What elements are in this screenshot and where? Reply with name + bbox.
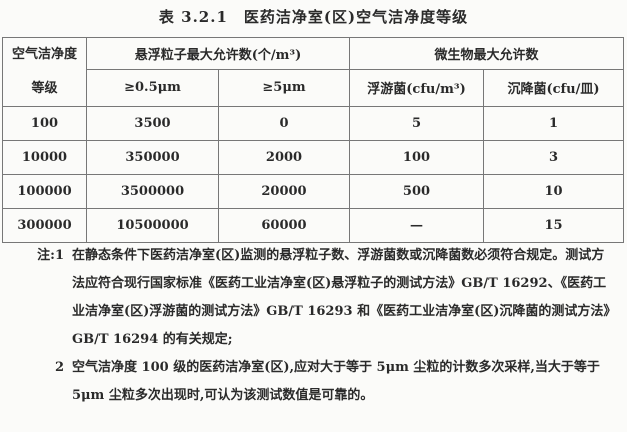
header-microbes: 微生物最大允许数 bbox=[349, 37, 624, 70]
cell-p5: 0 bbox=[218, 106, 350, 141]
cell-settling: 1 bbox=[483, 106, 624, 141]
note-number: 2 bbox=[54, 360, 64, 375]
table-row: 100 3500 0 5 1 bbox=[2, 106, 624, 141]
note-number: 注:1 bbox=[37, 248, 64, 263]
cell-settling: 3 bbox=[483, 140, 624, 175]
note-text: 空气洁净度 100 级的医药洁净室(区),应对大于等于 5μm 尘粒的计数多次采… bbox=[72, 360, 600, 403]
cell-floating: 100 bbox=[349, 140, 484, 175]
cell-settling: 15 bbox=[483, 208, 624, 243]
cell-grade: 10000 bbox=[2, 140, 87, 175]
table-row: 300000 10500000 60000 — 15 bbox=[2, 208, 624, 243]
cell-p05: 3500000 bbox=[86, 174, 219, 209]
cell-p05: 3500 bbox=[86, 106, 219, 141]
header-settling: 沉降菌(cfu/皿) bbox=[483, 68, 624, 108]
notes: 注:1 在静态条件下医药洁净室(区)监测的悬浮粒子数、浮游菌数或沉降菌数必须符合… bbox=[0, 242, 627, 410]
cell-floating: 500 bbox=[349, 174, 484, 209]
note-text: 在静态条件下医药洁净室(区)监测的悬浮粒子数、浮游菌数或沉降菌数必须符合规定。测… bbox=[72, 248, 610, 347]
header-floating: 浮游菌(cfu/m³) bbox=[349, 68, 484, 108]
cell-grade: 100000 bbox=[2, 174, 87, 209]
cell-floating: 5 bbox=[349, 106, 484, 141]
cell-settling: 10 bbox=[483, 174, 624, 209]
cell-p5: 2000 bbox=[218, 140, 350, 175]
cell-p05: 10500000 bbox=[86, 208, 219, 243]
header-p05: ≥0.5μm bbox=[86, 68, 219, 108]
header-grade-line1: 空气洁净度 bbox=[11, 47, 77, 62]
cleanliness-table: 空气洁净度 等级 悬浮粒子最大允许数(个/m³) 微生物最大允许数 ≥0.5μm… bbox=[2, 37, 624, 243]
header-p5: ≥5μm bbox=[218, 68, 350, 108]
note-2: 2 空气洁净度 100 级的医药洁净室(区),应对大于等于 5μm 尘粒的计数多… bbox=[0, 354, 612, 410]
cell-floating: — bbox=[349, 208, 484, 243]
cell-grade: 100 bbox=[2, 106, 87, 141]
cell-p05: 350000 bbox=[86, 140, 219, 175]
table-title: 表 3.2.1 医药洁净室(区)空气洁净度等级 bbox=[158, 8, 469, 26]
header-particles: 悬浮粒子最大允许数(个/m³) bbox=[86, 37, 350, 70]
cell-grade: 300000 bbox=[2, 208, 87, 243]
table-row: 100000 3500000 20000 500 10 bbox=[2, 174, 624, 209]
note-1: 注:1 在静态条件下医药洁净室(区)监测的悬浮粒子数、浮游菌数或沉降菌数必须符合… bbox=[0, 242, 612, 354]
header-grade-line2: 等级 bbox=[31, 81, 58, 96]
cell-p5: 60000 bbox=[218, 208, 350, 243]
cell-p5: 20000 bbox=[218, 174, 350, 209]
table-row: 10000 350000 2000 100 3 bbox=[2, 140, 624, 175]
header-grade: 空气洁净度 等级 bbox=[2, 37, 87, 107]
